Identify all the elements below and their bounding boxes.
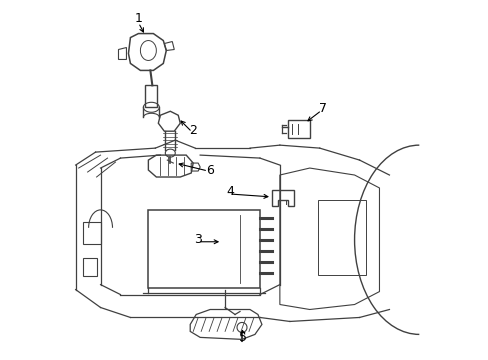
- Text: 3: 3: [194, 233, 202, 246]
- Text: 6: 6: [206, 163, 214, 176]
- Bar: [317, 200, 365, 275]
- Text: 5: 5: [239, 331, 246, 344]
- Bar: [287, 120, 309, 138]
- Bar: [82, 222, 101, 244]
- Bar: [82, 258, 96, 276]
- Text: 7: 7: [318, 102, 326, 115]
- Bar: [148, 210, 260, 288]
- Text: 4: 4: [225, 185, 234, 198]
- Text: 1: 1: [134, 12, 142, 25]
- Bar: [145, 85, 157, 107]
- Text: 2: 2: [189, 124, 197, 137]
